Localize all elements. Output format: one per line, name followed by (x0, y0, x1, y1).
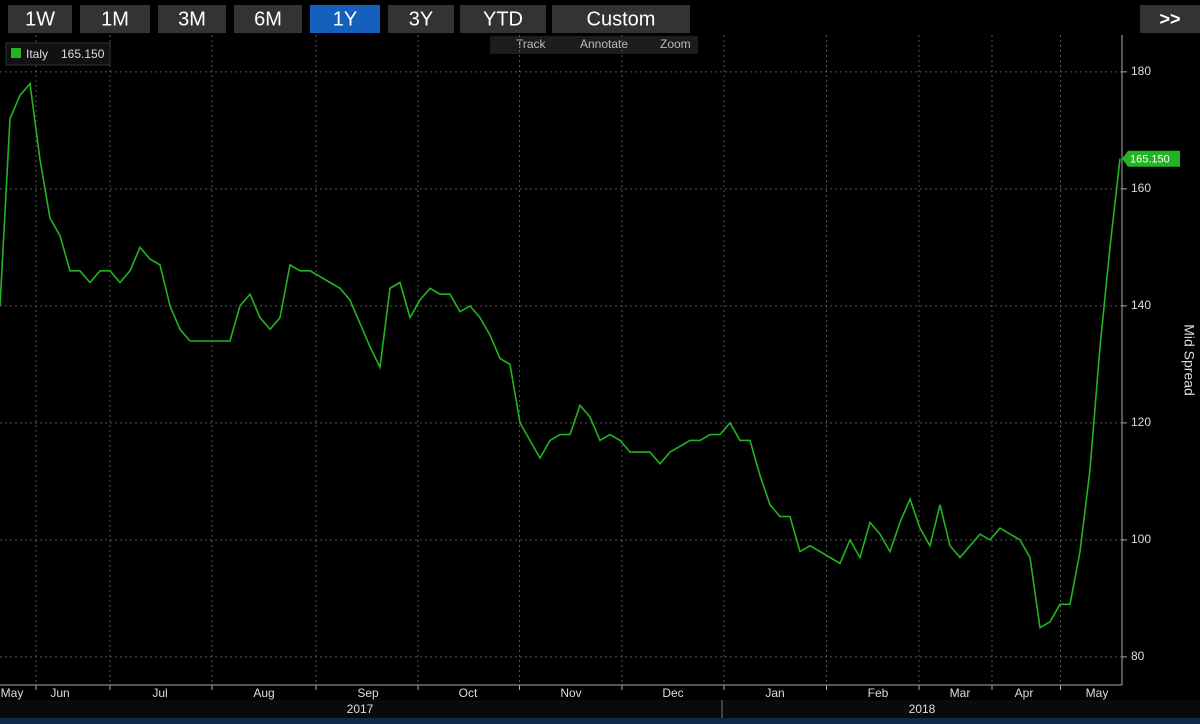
x-tick-label: Aug (253, 686, 274, 700)
tool-label[interactable]: Zoom (660, 37, 691, 51)
x-tick-label: Dec (662, 686, 683, 700)
range-button-label[interactable]: 3M (178, 8, 206, 30)
range-button[interactable] (460, 5, 546, 33)
range-button-label[interactable]: 1M (101, 8, 129, 30)
range-button-label[interactable]: 6M (254, 8, 282, 30)
tool-bar (490, 36, 698, 54)
legend-label: Italy (26, 47, 48, 61)
x-tick-label: Apr (1015, 686, 1034, 700)
next-button-label[interactable]: >> (1159, 9, 1180, 29)
x-tick-label: May (1086, 686, 1109, 700)
range-button[interactable] (234, 5, 302, 33)
range-button[interactable] (158, 5, 226, 33)
y-tick-label: 160 (1131, 181, 1151, 195)
range-button-label[interactable]: 3Y (409, 8, 433, 30)
legend-value: 165.150 (61, 47, 105, 61)
range-button[interactable] (552, 5, 690, 33)
range-button-label[interactable]: YTD (483, 8, 523, 30)
y-axis-title: Mid Spread (1181, 324, 1197, 396)
next-button[interactable] (1140, 5, 1200, 33)
x-tick-label: May (1, 686, 24, 700)
x-tick-label: Jul (152, 686, 167, 700)
tool-label[interactable]: Track (516, 37, 547, 51)
legend-box (5, 42, 111, 66)
range-button-label[interactable]: 1W (25, 8, 55, 30)
last-value-label: 165.150 (1130, 154, 1170, 166)
legend-swatch (11, 48, 21, 58)
range-button[interactable] (8, 5, 72, 33)
y-tick-label: 120 (1131, 415, 1151, 429)
range-button[interactable] (80, 5, 150, 33)
x-tick-label: Jun (50, 686, 69, 700)
year-label: 2017 (347, 702, 374, 716)
x-tick-label: Oct (459, 686, 478, 700)
tool-label[interactable]: Annotate (580, 37, 628, 51)
range-button[interactable] (388, 5, 454, 33)
range-button[interactable] (310, 5, 380, 33)
x-tick-label: Feb (868, 686, 889, 700)
series-line (0, 81, 1121, 629)
y-tick-label: 80 (1131, 649, 1145, 663)
year-label: 2018 (909, 702, 936, 716)
x-tick-label: Mar (950, 686, 971, 700)
x-tick-label: Sep (357, 686, 379, 700)
range-button-label[interactable]: Custom (587, 8, 656, 30)
footer-strip (0, 718, 1200, 724)
y-tick-label: 140 (1131, 298, 1151, 312)
x-tick-label: Nov (560, 686, 581, 700)
y-tick-label: 100 (1131, 532, 1151, 546)
y-tick-label: 180 (1131, 64, 1151, 78)
range-button-label[interactable]: 1Y (333, 8, 357, 30)
x-tick-label: Jan (765, 686, 784, 700)
last-value-tag (1122, 150, 1180, 167)
